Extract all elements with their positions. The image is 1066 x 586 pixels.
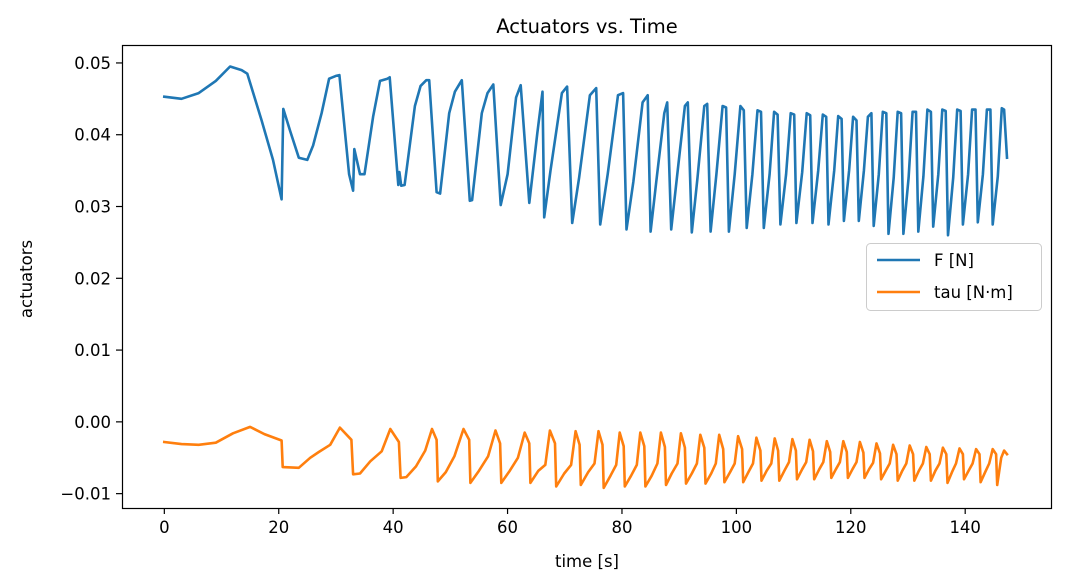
x-tick-label: 120	[835, 518, 867, 537]
x-tick-label: 20	[268, 518, 289, 537]
y-tick-label: 0.05	[74, 54, 111, 73]
y-tick-label: −0.01	[60, 485, 111, 504]
series-line-tau	[162, 425, 1009, 490]
y-tick-label: 0.04	[74, 126, 111, 145]
legend-label-tau: tau [N·m]	[934, 283, 1013, 302]
x-tick-label: 100	[721, 518, 753, 537]
plot-frame	[121, 44, 1053, 510]
y-tick-label: 0.02	[74, 269, 111, 288]
series-layer	[162, 65, 1009, 490]
x-tick-label: 60	[497, 518, 518, 537]
y-axis-label: actuators	[17, 240, 36, 318]
y-tick-label: 0.01	[74, 341, 111, 360]
y-tick-label: 0.03	[74, 198, 111, 217]
x-tick-label: 0	[159, 518, 170, 537]
y-tick-label: 0.00	[74, 413, 111, 432]
plot-area	[121, 44, 1053, 510]
legend-label-f: F [N]	[934, 251, 974, 270]
x-axis-label: time [s]	[555, 552, 619, 571]
y-axis-ticks: −0.01 0.00 0.01 0.02 0.03 0.04 0.05	[60, 54, 122, 504]
x-tick-label: 80	[611, 518, 632, 537]
series-line-f	[162, 65, 1009, 237]
x-axis-ticks: 0 20 40 60 80 100 120 140	[159, 508, 981, 537]
x-tick-label: 40	[383, 518, 404, 537]
x-tick-label: 140	[949, 518, 981, 537]
chart-title: Actuators vs. Time	[496, 15, 677, 38]
legend: F [N] tau [N·m]	[866, 243, 1042, 311]
